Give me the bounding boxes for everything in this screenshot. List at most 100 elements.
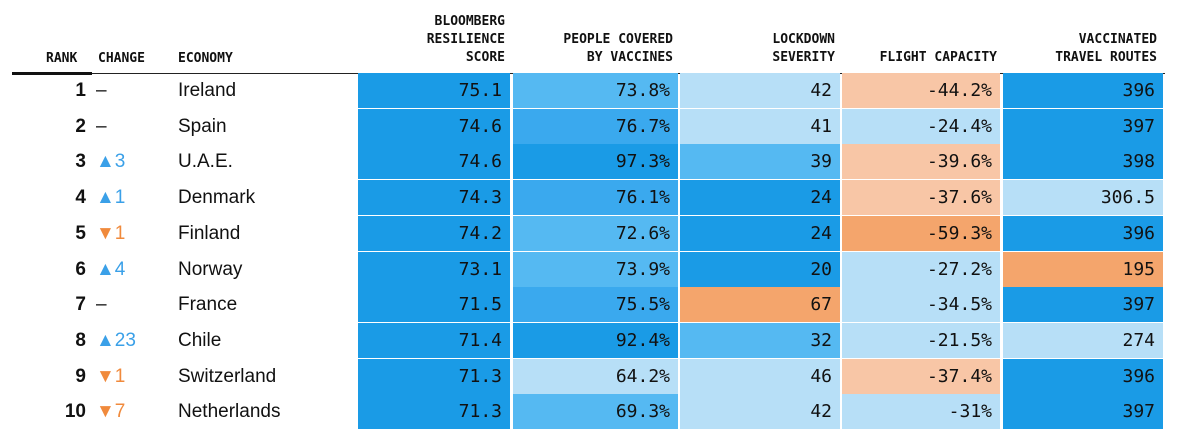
cell-change: ▲1 [96,187,126,209]
table-row: 5 ▼1 Finland 74.2 72.6% 24 -59.3% 396 [0,215,1200,252]
cell-rank: 5 [75,222,86,244]
cell-rank: 10 [64,401,86,423]
cell-travel-routes: 397 [1003,287,1163,323]
cell-economy: Spain [178,115,227,137]
cell-lockdown: 42 [680,73,840,108]
table-row: 9 ▼1 Switzerland 71.3 64.2% 46 -37.4% 396 [0,358,1200,395]
table-row: 1– Ireland 75.1 73.8% 42 -44.2% 396 [0,73,1200,109]
cell-vaccines: 73.8% [513,73,678,108]
cell-rank: 4 [75,187,86,209]
table-row: 4 ▲1 Denmark 74.3 76.1% 24 -37.6% 306.5 [0,180,1200,216]
cell-economy: Ireland [178,80,237,101]
cell-resilience-score: 74.3 [358,180,510,216]
cell-vaccines: 72.6% [513,215,678,251]
cell-rank: 6 [75,258,86,280]
cell-resilience-score: 74.2 [358,215,510,251]
cell-travel-routes: 397 [1003,108,1163,144]
cell-travel-routes: 397 [1003,394,1163,430]
cell-lockdown: 24 [680,215,840,251]
cell-travel-routes: 396 [1003,73,1163,108]
cell-change: ▲4 [96,258,126,280]
table-row: 2– Spain 74.6 76.7% 41 -24.4% 397 [0,108,1200,145]
cell-economy: Norway [178,258,243,280]
cell-change: ▼1 [96,222,126,244]
cell-economy: Denmark [178,187,256,209]
cell-lockdown: 32 [680,322,840,358]
cell-rank: 3 [75,151,86,173]
table-row: 6 ▲4 Norway 73.1 73.9% 20 -27.2% 195 [0,251,1200,288]
cell-change: ▲3 [96,151,126,173]
cell-resilience-score: 74.6 [358,144,510,180]
cell-resilience-score: 71.3 [358,358,510,394]
cell-resilience-score: 71.3 [358,394,510,430]
header-resilience-score: BLOOMBERG RESILIENCE SCORE [426,14,505,65]
cell-vaccines: 76.1% [513,180,678,216]
cell-resilience-score: 73.1 [358,251,510,287]
cell-lockdown: 46 [680,358,840,394]
cell-resilience-score: 75.1 [358,73,510,108]
cell-flight-capacity: -21.5% [842,322,1000,358]
cell-vaccines: 76.7% [513,108,678,144]
table-row: 8 ▲23 Chile 71.4 92.4% 32 -21.5% 274 [0,322,1200,359]
cell-rank: 8 [75,329,86,351]
table-row: 3 ▲3 U.A.E. 74.6 97.3% 39 -39.6% 398 [0,144,1200,180]
cell-travel-routes: 195 [1003,251,1163,287]
table-row: 7– France 71.5 75.5% 67 -34.5% 397 [0,287,1200,323]
cell-flight-capacity: -37.4% [842,358,1000,394]
cell-travel-routes: 274 [1003,322,1163,358]
header-vaccines: PEOPLE COVERED BY VACCINES [563,32,673,65]
cell-vaccines: 69.3% [513,394,678,430]
table-row: 10 ▼7 Netherlands 71.3 69.3% 42 -31% 397 [0,394,1200,430]
cell-flight-capacity: -44.2% [842,73,1000,108]
cell-economy: Finland [178,222,241,244]
cell-travel-routes: 396 [1003,358,1163,394]
cell-lockdown: 41 [680,108,840,144]
cell-economy: Switzerland [178,365,277,387]
cell-vaccines: 64.2% [513,358,678,394]
cell-travel-routes: 306.5 [1003,180,1163,216]
cell-change: ▲23 [96,329,136,351]
cell-flight-capacity: -27.2% [842,251,1000,287]
cell-travel-routes: 398 [1003,144,1163,180]
cell-economy: U.A.E. [178,151,233,173]
cell-lockdown: 20 [680,251,840,287]
cell-vaccines: 97.3% [513,144,678,180]
cell-economy: France [178,294,238,316]
cell-vaccines: 75.5% [513,287,678,323]
cell-flight-capacity: -59.3% [842,215,1000,251]
header-change: CHANGE [98,51,145,66]
cell-rank: 7 [75,294,86,316]
cell-change: ▼1 [96,365,126,387]
cell-lockdown: 42 [680,394,840,430]
header-lockdown: LOCKDOWN SEVERITY [772,32,835,65]
cell-economy: Netherlands [178,401,281,423]
cell-flight-capacity: -34.5% [842,287,1000,323]
cell-change: – [96,294,107,316]
cell-lockdown: 67 [680,287,840,323]
cell-rank: 1 [75,80,86,101]
cell-rank: 9 [75,365,86,387]
cell-change: – [96,80,107,101]
cell-lockdown: 24 [680,180,840,216]
cell-change: ▼7 [96,401,126,423]
cell-resilience-score: 71.4 [358,322,510,358]
header-rank: RANK [46,51,78,66]
cell-flight-capacity: -24.4% [842,108,1000,144]
cell-travel-routes: 396 [1003,215,1163,251]
cell-resilience-score: 74.6 [358,108,510,144]
cell-lockdown: 39 [680,144,840,180]
cell-vaccines: 92.4% [513,322,678,358]
header-flight-capacity: FLIGHT CAPACITY [879,50,997,65]
cell-economy: Chile [178,329,222,351]
cell-flight-capacity: -37.6% [842,180,1000,216]
cell-resilience-score: 71.5 [358,287,510,323]
cell-vaccines: 73.9% [513,251,678,287]
cell-change: – [96,115,107,137]
cell-flight-capacity: -31% [842,394,1000,430]
header-travel-routes: VACCINATED TRAVEL ROUTES [1055,32,1157,65]
rank-column-rule [12,72,92,75]
cell-rank: 2 [75,115,86,137]
cell-flight-capacity: -39.6% [842,144,1000,180]
header-economy: ECONOMY [178,51,233,66]
